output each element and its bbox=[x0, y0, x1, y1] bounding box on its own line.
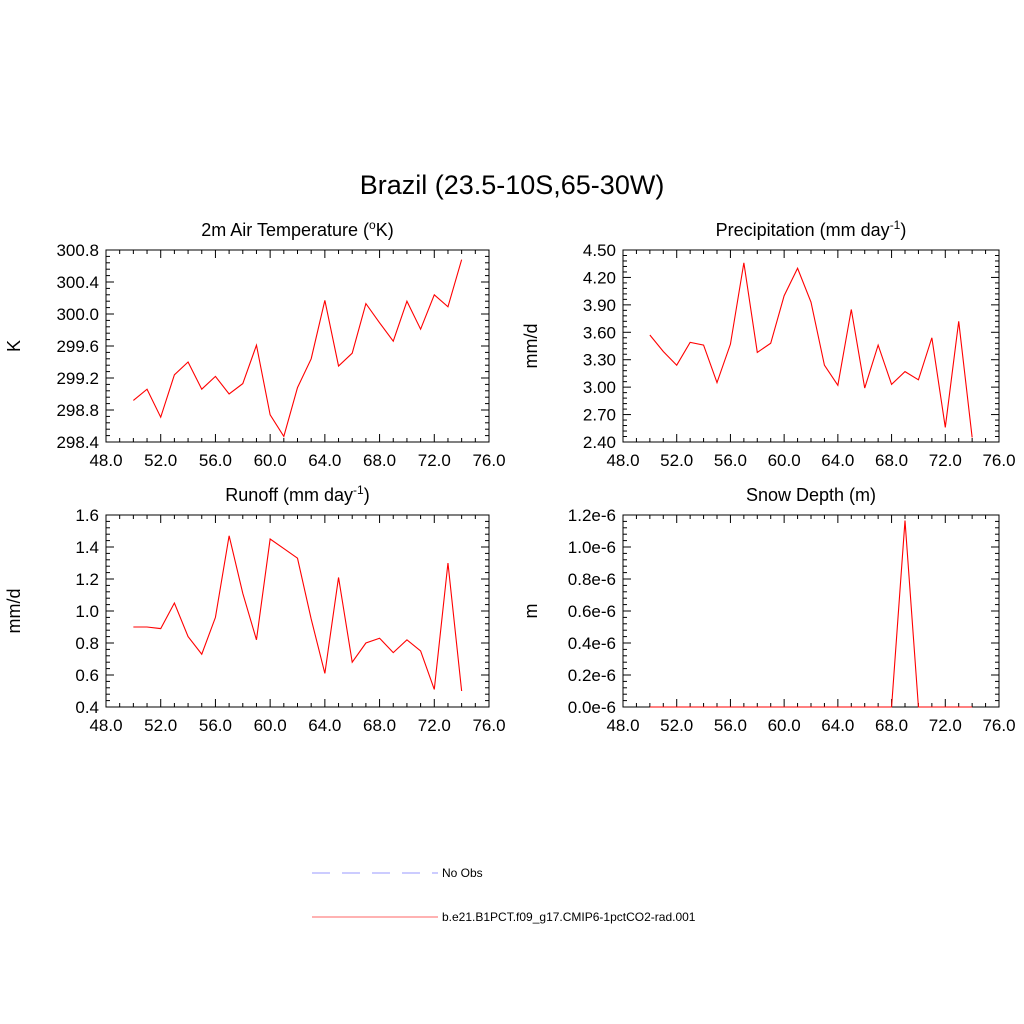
y-tick-label: 0.8 bbox=[75, 634, 99, 653]
y-axis-label: m bbox=[521, 604, 541, 619]
x-tick-label: 76.0 bbox=[472, 451, 505, 470]
x-tick-label: 64.0 bbox=[821, 451, 854, 470]
y-axis-label: K bbox=[4, 340, 24, 352]
series-line bbox=[649, 520, 973, 708]
plot-frame bbox=[105, 514, 490, 708]
x-tick-label: 76.0 bbox=[982, 716, 1015, 735]
x-tick-label: 72.0 bbox=[418, 716, 451, 735]
x-tick-label: 64.0 bbox=[308, 716, 341, 735]
legend-label: No Obs bbox=[442, 866, 483, 880]
panel-title: Snow Depth (m) bbox=[746, 485, 876, 505]
y-tick-label: 0.8e-6 bbox=[568, 570, 616, 589]
y-tick-label: 298.4 bbox=[56, 433, 99, 452]
panel-runoff: Runoff (mm day-1) mm/d 48.0 52.0 56.0 60.0 64.… bbox=[4, 483, 506, 735]
y-tick-label: 0.4e-6 bbox=[568, 634, 616, 653]
x-tick-label: 48.0 bbox=[606, 451, 639, 470]
panel-temp: 2m Air Temperature (oK) K 48.0 52.0 56.0 60.0… bbox=[4, 218, 506, 470]
x-tick-label: 48.0 bbox=[606, 716, 639, 735]
y-axis-label: mm/d bbox=[4, 589, 24, 634]
y-tick-label: 299.6 bbox=[56, 337, 99, 356]
y-tick-label: 0.4 bbox=[75, 698, 99, 717]
y-tick-label: 4.20 bbox=[583, 268, 616, 287]
plot-frame bbox=[622, 249, 1000, 443]
x-tick-label: 68.0 bbox=[363, 451, 396, 470]
x-tick-label: 64.0 bbox=[308, 451, 341, 470]
y-tick-label: 2.40 bbox=[583, 433, 616, 452]
x-tick-label: 72.0 bbox=[929, 451, 962, 470]
x-tick-label: 52.0 bbox=[660, 451, 693, 470]
series-line bbox=[133, 535, 463, 692]
panel-title: Runoff (mm day-1) bbox=[225, 483, 369, 505]
y-tick-label: 1.2 bbox=[75, 570, 99, 589]
x-tick-label: 56.0 bbox=[199, 451, 232, 470]
y-tick-label: 3.30 bbox=[583, 351, 616, 370]
y-tick-label: 0.6e-6 bbox=[568, 602, 616, 621]
y-tick-label: 2.70 bbox=[583, 406, 616, 425]
y-tick-label: 0.0e-6 bbox=[568, 698, 616, 717]
legend-label: b.e21.B1PCT.f09_g17.CMIP6-1pctCO2-rad.00… bbox=[442, 910, 696, 924]
x-tick-label: 76.0 bbox=[982, 451, 1015, 470]
x-tick-label: 76.0 bbox=[472, 716, 505, 735]
x-tick-label: 72.0 bbox=[929, 716, 962, 735]
y-tick-label: 299.2 bbox=[56, 369, 99, 388]
plot-frame bbox=[105, 249, 490, 443]
y-tick-label: 1.2e-6 bbox=[568, 506, 616, 525]
legend: No Obs b.e21.B1PCT.f09_g17.CMIP6-1pctCO2-… bbox=[312, 866, 696, 924]
legend-item: b.e21.B1PCT.f09_g17.CMIP6-1pctCO2-rad.00… bbox=[312, 910, 696, 924]
legend-item: No Obs bbox=[312, 866, 483, 880]
x-tick-label: 72.0 bbox=[418, 451, 451, 470]
panel-title: Precipitation (mm day-1) bbox=[716, 218, 907, 240]
panel-title: 2m Air Temperature (oK) bbox=[201, 218, 393, 240]
x-tick-label: 68.0 bbox=[875, 716, 908, 735]
main-title: Brazil (23.5-10S,65-30W) bbox=[360, 170, 665, 200]
x-tick-label: 48.0 bbox=[89, 716, 122, 735]
x-tick-label: 64.0 bbox=[821, 716, 854, 735]
y-tick-label: 4.50 bbox=[583, 241, 616, 260]
y-tick-label: 1.4 bbox=[75, 538, 99, 557]
panel-snow: Snow Depth (m) m 48.0 52.0 56.0 60.0 64.0 68.0 7… bbox=[521, 485, 1016, 735]
y-tick-label: 300.4 bbox=[56, 273, 99, 292]
y-tick-label: 300.0 bbox=[56, 305, 99, 324]
panel-precip: Precipitation (mm day-1) mm/d 48.0 52.0 56.0… bbox=[521, 218, 1016, 470]
x-tick-label: 60.0 bbox=[768, 716, 801, 735]
x-tick-label: 52.0 bbox=[144, 716, 177, 735]
y-tick-label: 0.2e-6 bbox=[568, 666, 616, 685]
x-tick-label: 56.0 bbox=[714, 451, 747, 470]
x-tick-label: 52.0 bbox=[144, 451, 177, 470]
y-tick-label: 3.90 bbox=[583, 296, 616, 315]
y-tick-label: 0.6 bbox=[75, 666, 99, 685]
series-line bbox=[649, 262, 973, 438]
y-tick-label: 300.8 bbox=[56, 241, 99, 260]
y-tick-label: 1.6 bbox=[75, 506, 99, 525]
y-tick-label: 3.00 bbox=[583, 378, 616, 397]
y-axis-label: mm/d bbox=[521, 324, 541, 369]
x-tick-label: 68.0 bbox=[363, 716, 396, 735]
plot-frame bbox=[622, 514, 1000, 708]
y-tick-label: 1.0e-6 bbox=[568, 538, 616, 557]
x-tick-label: 60.0 bbox=[254, 451, 287, 470]
x-tick-label: 60.0 bbox=[768, 451, 801, 470]
x-tick-label: 56.0 bbox=[199, 716, 232, 735]
x-tick-label: 48.0 bbox=[89, 451, 122, 470]
x-tick-label: 52.0 bbox=[660, 716, 693, 735]
y-tick-label: 1.0 bbox=[75, 602, 99, 621]
x-tick-label: 68.0 bbox=[875, 451, 908, 470]
x-tick-label: 56.0 bbox=[714, 716, 747, 735]
x-tick-label: 60.0 bbox=[254, 716, 287, 735]
panels: 2m Air Temperature (oK) K 48.0 52.0 56.0 60.0… bbox=[4, 218, 1016, 735]
series-line bbox=[133, 259, 463, 438]
y-tick-label: 3.60 bbox=[583, 323, 616, 342]
y-tick-label: 298.8 bbox=[56, 401, 99, 420]
